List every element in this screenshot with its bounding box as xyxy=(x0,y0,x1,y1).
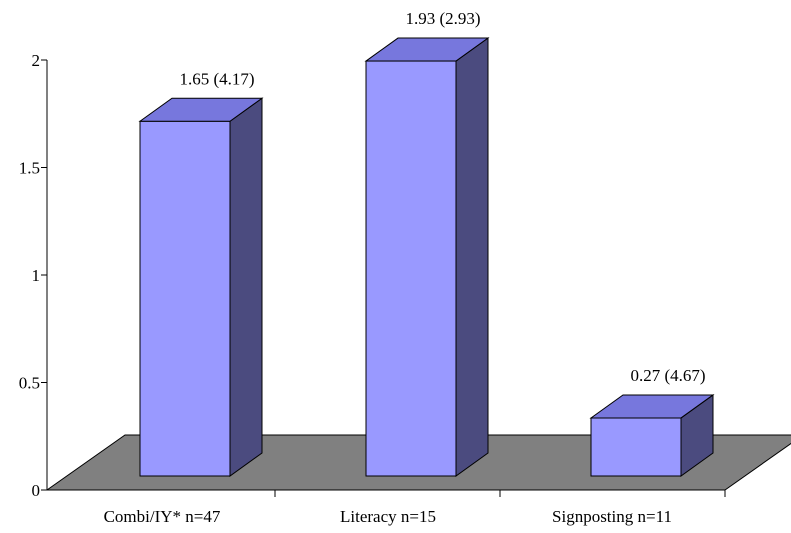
bar xyxy=(589,393,715,477)
bar-side-face xyxy=(455,37,489,477)
bar xyxy=(138,97,264,477)
bar-front-face xyxy=(365,60,457,477)
x-category-label: Signposting n=11 xyxy=(552,507,672,526)
chart-labels: 1.65 (4.17) Combi/IY* n=47 1.93 (2.93) Lite… xyxy=(104,9,706,526)
y-tick-label: 1 xyxy=(32,266,41,285)
y-tick-label: 1.5 xyxy=(19,159,40,178)
bar-front-face xyxy=(590,417,682,477)
x-category-label: Combi/IY* n=47 xyxy=(104,507,221,526)
y-tick-label: 2 xyxy=(32,51,41,70)
chart-axes: 0 0.5 1 1.5 2 xyxy=(19,51,726,500)
bar-top-face xyxy=(589,394,715,419)
bar-side-face xyxy=(229,97,263,477)
y-tick-label: 0.5 xyxy=(19,374,40,393)
bar-top-face xyxy=(138,97,264,122)
bar-front-face xyxy=(139,120,231,477)
bar-data-label: 0.27 (4.67) xyxy=(630,366,705,385)
bar-data-label: 1.93 (2.93) xyxy=(405,9,480,28)
bar-top-face xyxy=(364,37,490,62)
y-tick-label: 0 xyxy=(32,481,41,500)
chart-bars xyxy=(138,37,715,477)
x-category-label: Literacy n=15 xyxy=(340,507,436,526)
bar xyxy=(364,37,490,477)
bar-data-label: 1.65 (4.17) xyxy=(179,69,254,88)
